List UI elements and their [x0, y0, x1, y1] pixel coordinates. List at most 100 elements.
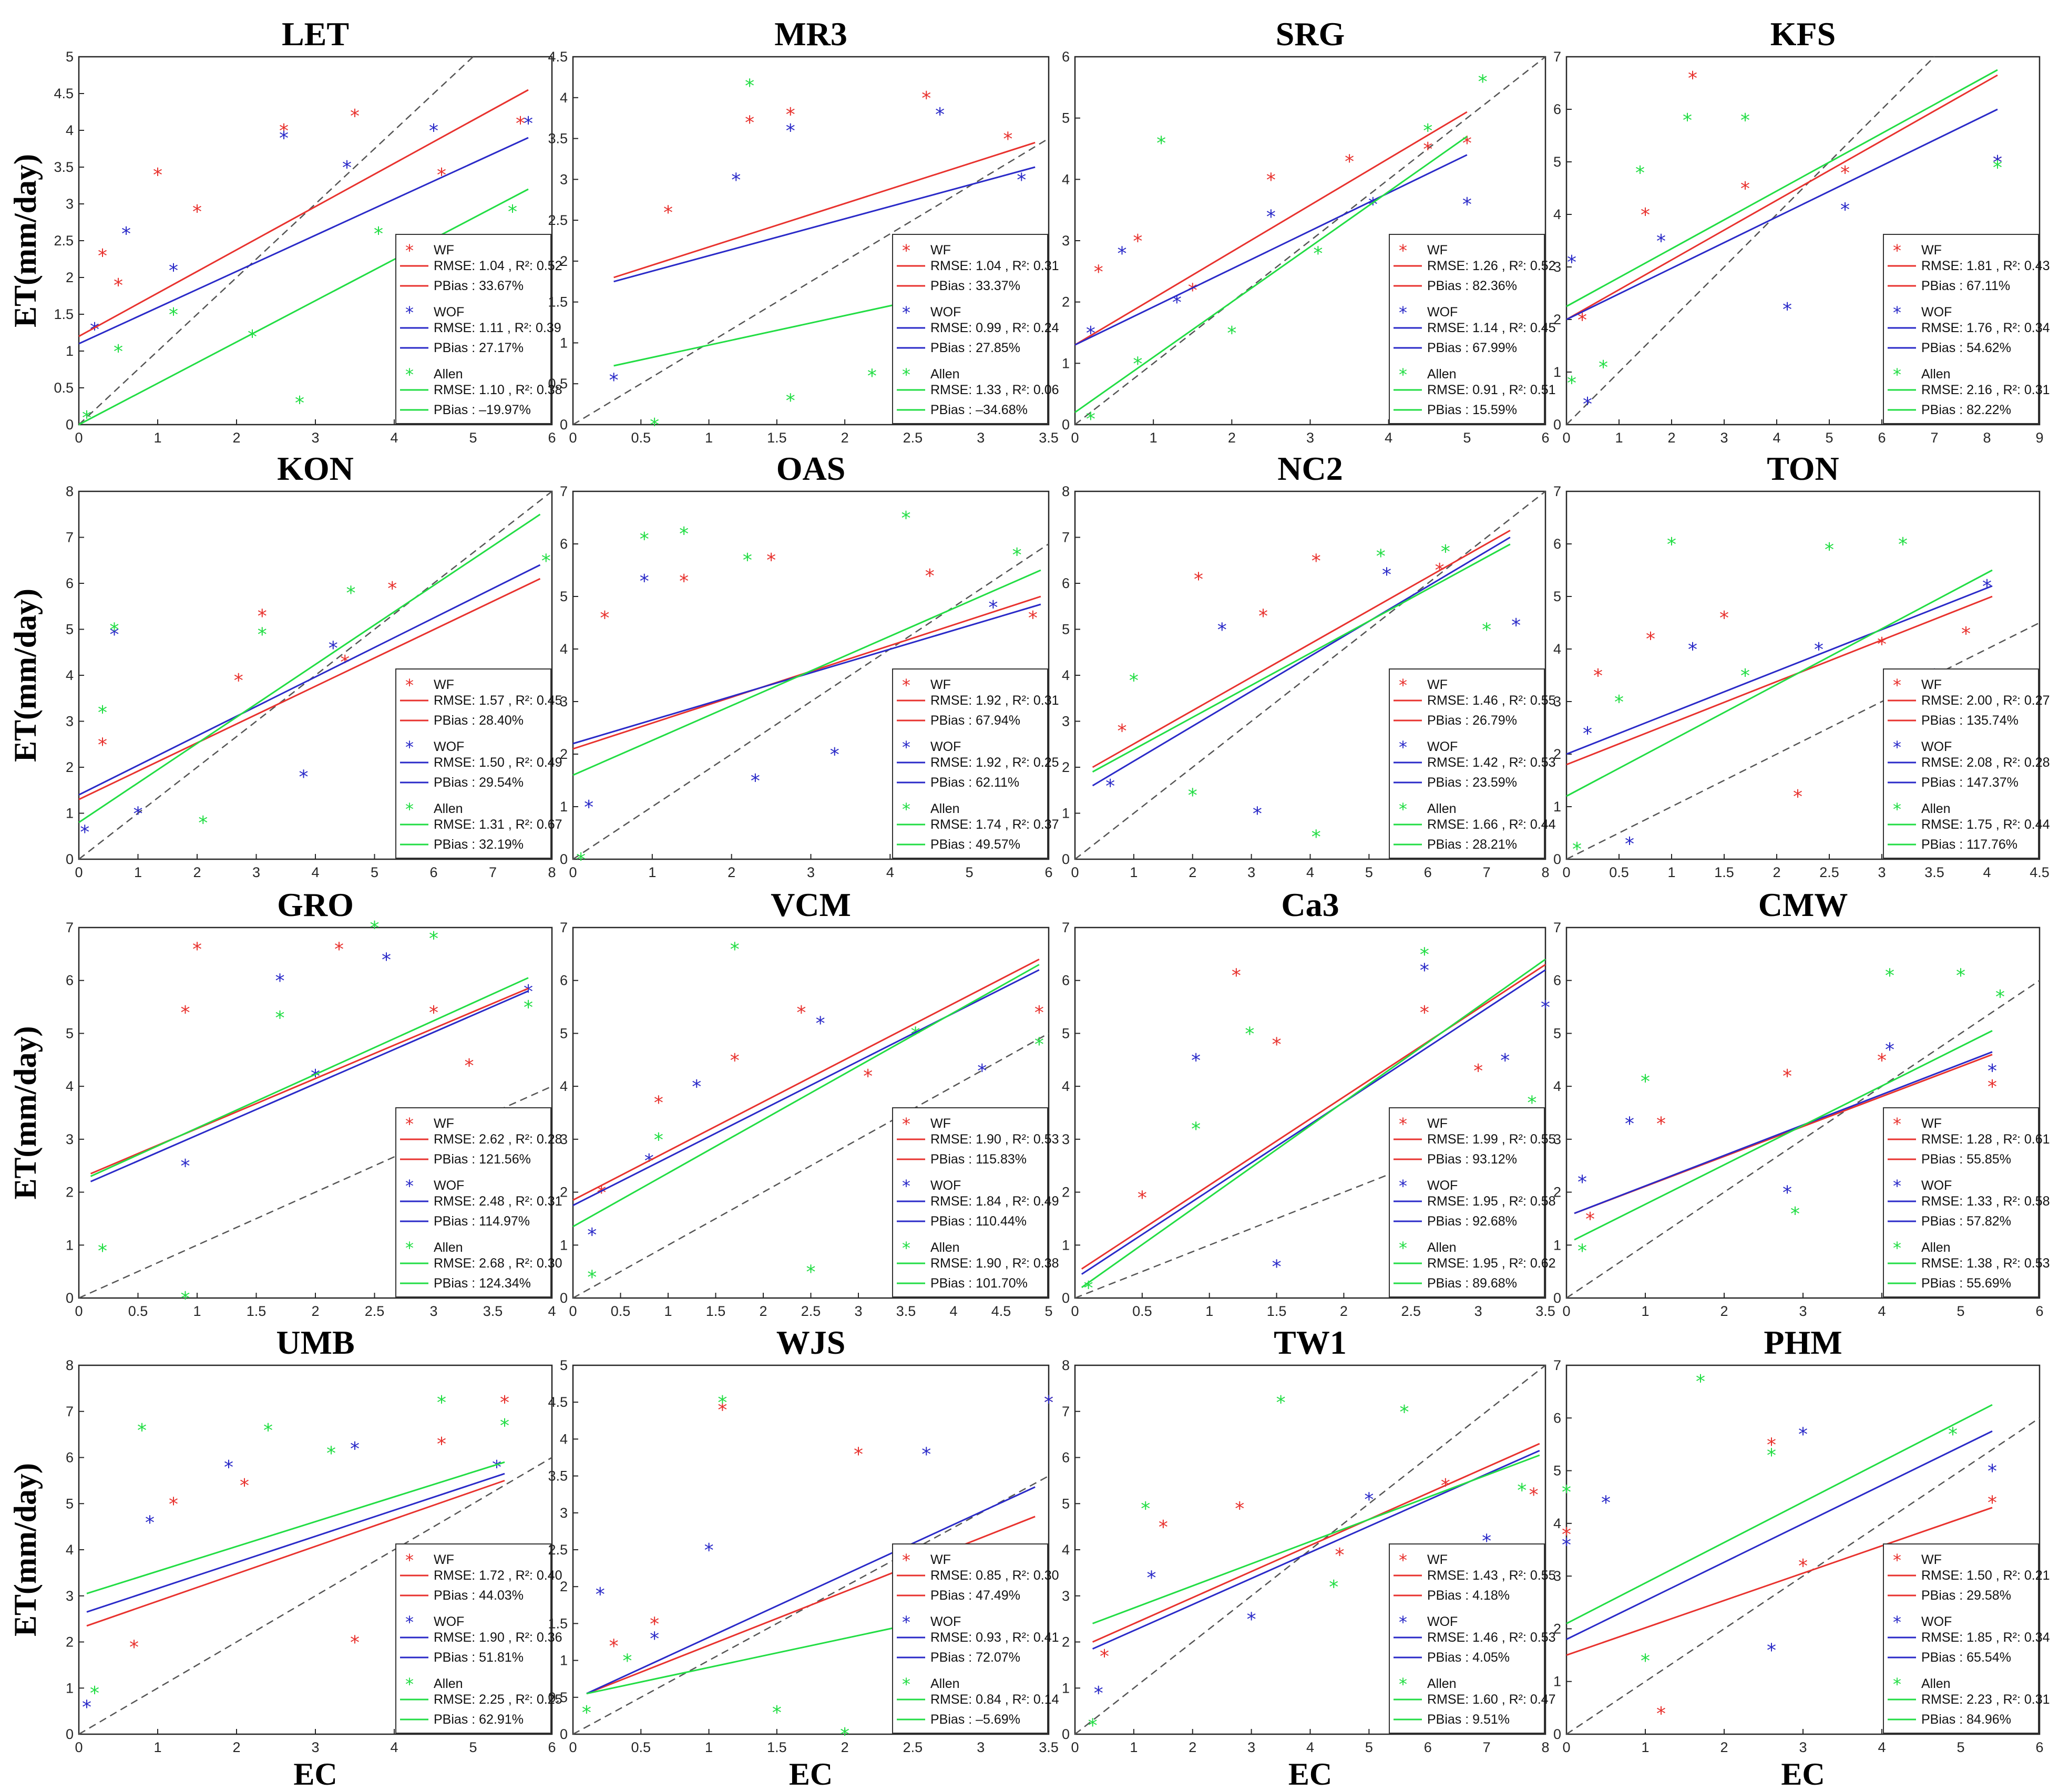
legend-pbias: PBias : 32.19%: [434, 837, 524, 852]
y-tick-label: 0: [1062, 417, 1070, 432]
point-allen: *: [82, 407, 91, 429]
x-tick-label: 8: [548, 864, 556, 880]
point-wf: *: [1159, 1517, 1168, 1538]
point-allen: *: [622, 1651, 632, 1672]
x-tick-label: 0.5: [631, 430, 651, 446]
legend-series-name: WF: [434, 1116, 454, 1131]
x-tick-label: 3.5: [1535, 1303, 1555, 1319]
point-wof: *: [1814, 639, 1824, 661]
x-tick-label: 2: [1228, 430, 1236, 446]
point-wf: *: [1345, 151, 1354, 172]
x-tick-label: 2.5: [903, 430, 923, 446]
point-wof: *: [329, 638, 338, 660]
point-wf: *: [1003, 129, 1012, 150]
legend-pbias: PBias : 115.83%: [930, 1152, 1027, 1167]
point-wof: *: [1105, 776, 1115, 797]
point-allen: *: [1420, 944, 1429, 965]
point-wf: *: [1988, 1076, 1997, 1098]
legend-marker: *: [405, 1674, 414, 1694]
fit-line-allen: [613, 297, 927, 367]
legend-rmse: RMSE: 1.99 , R²: 0.55: [1427, 1132, 1556, 1147]
legend-rmse: RMSE: 1.95 , R²: 0.58: [1427, 1194, 1556, 1209]
y-tick-label: 6: [1062, 49, 1070, 65]
legend-marker: *: [1399, 1238, 1407, 1258]
point-wf: *: [650, 1613, 659, 1635]
x-tick-label: 7: [1483, 864, 1491, 880]
legend-rmse: RMSE: 1.38 , R²: 0.53: [1921, 1256, 2050, 1271]
legend-rmse: RMSE: 0.84 , R²: 0.14: [930, 1692, 1059, 1707]
point-wf: *: [1577, 310, 1587, 331]
legend-pbias: PBias : 57.82%: [1921, 1214, 2011, 1229]
x-tick-label: 4: [311, 864, 319, 880]
legend-rmse: RMSE: 1.72 , R²: 0.40: [434, 1568, 562, 1583]
x-tick-label: 5: [469, 1739, 477, 1755]
point-allen: *: [1129, 670, 1139, 692]
y-tick-label: 4: [1553, 1078, 1561, 1094]
point-wf: *: [240, 1475, 249, 1497]
x-tick-label: 3.5: [1039, 430, 1059, 446]
legend-series-name: WOF: [930, 1614, 961, 1629]
legend-rmse: RMSE: 1.28 , R²: 0.61: [1921, 1132, 2050, 1147]
point-wof: *: [1567, 252, 1576, 273]
y-tick-label: 5: [66, 1025, 74, 1041]
point-allen: *: [1667, 534, 1676, 555]
point-allen: *: [114, 341, 123, 363]
legend-marker: *: [1399, 1674, 1407, 1694]
identity-line: [1566, 56, 1935, 425]
legend-marker: *: [1893, 1674, 1901, 1694]
y-tick-label: 0: [560, 1726, 568, 1742]
x-tick-label: 0.5: [1609, 864, 1629, 880]
y-tick-label: 4: [66, 1078, 74, 1094]
point-wof: *: [1783, 299, 1792, 321]
legend-series-name: Allen: [434, 1240, 463, 1255]
y-tick-label: 0: [1553, 417, 1561, 432]
point-wf: *: [796, 1002, 806, 1024]
legend-marker: *: [902, 1550, 910, 1570]
point-wf: *: [1783, 1066, 1792, 1087]
point-wf: *: [1719, 607, 1729, 629]
point-wof: *: [169, 260, 178, 282]
legend-rmse: RMSE: 1.57 , R²: 0.45: [434, 693, 562, 708]
point-wf: *: [1562, 1524, 1571, 1546]
y-axis-label: ET(mm/day): [8, 589, 43, 762]
legend-rmse: RMSE: 2.00 , R²: 0.27: [1921, 693, 2050, 708]
x-tick-label: 3: [311, 430, 319, 446]
y-tick-label: 1: [66, 1237, 74, 1253]
axes-box: [1565, 490, 2041, 860]
legend-pbias: PBias : 93.12%: [1427, 1152, 1517, 1167]
legend-marker: *: [1399, 1114, 1407, 1134]
y-tick-label: 3: [1553, 259, 1561, 275]
point-allen: *: [1995, 986, 2005, 1008]
y-tick-label: 5: [1062, 1496, 1070, 1511]
legend-rmse: RMSE: 0.93 , R²: 0.41: [930, 1630, 1059, 1645]
y-tick-label: 0: [66, 851, 74, 867]
legend-series-name: WOF: [1427, 1614, 1458, 1629]
point-wof: *: [299, 767, 309, 788]
point-allen: *: [1993, 157, 2002, 179]
y-tick-label: 0: [560, 417, 568, 432]
point-wof: *: [786, 120, 795, 142]
point-allen: *: [1696, 1371, 1705, 1393]
y-tick-label: 5: [66, 1496, 74, 1511]
identity-line: [78, 56, 474, 425]
legend-series-name: Allen: [1427, 1676, 1457, 1691]
point-wof: *: [1364, 1489, 1374, 1510]
panel-kon: 012345678012345678****************KONET(…: [8, 450, 562, 880]
point-allen: *: [508, 201, 517, 223]
point-allen: *: [1562, 1482, 1571, 1503]
y-tick-label: 3: [1553, 1131, 1561, 1147]
y-tick-label: 1: [1553, 799, 1561, 815]
point-wof: *: [977, 1060, 987, 1082]
y-tick-label: 3: [560, 694, 568, 709]
x-tick-label: 0: [75, 430, 83, 446]
x-tick-label: 4.5: [991, 1303, 1011, 1319]
legend-series-name: WOF: [434, 305, 464, 320]
point-wf: *: [350, 1632, 360, 1654]
point-allen: *: [1577, 1240, 1587, 1262]
x-tick-label: 2.5: [801, 1303, 821, 1319]
point-wof: *: [275, 971, 285, 992]
fit-line-wf: [78, 578, 541, 800]
x-tick-label: 4: [390, 1739, 398, 1755]
